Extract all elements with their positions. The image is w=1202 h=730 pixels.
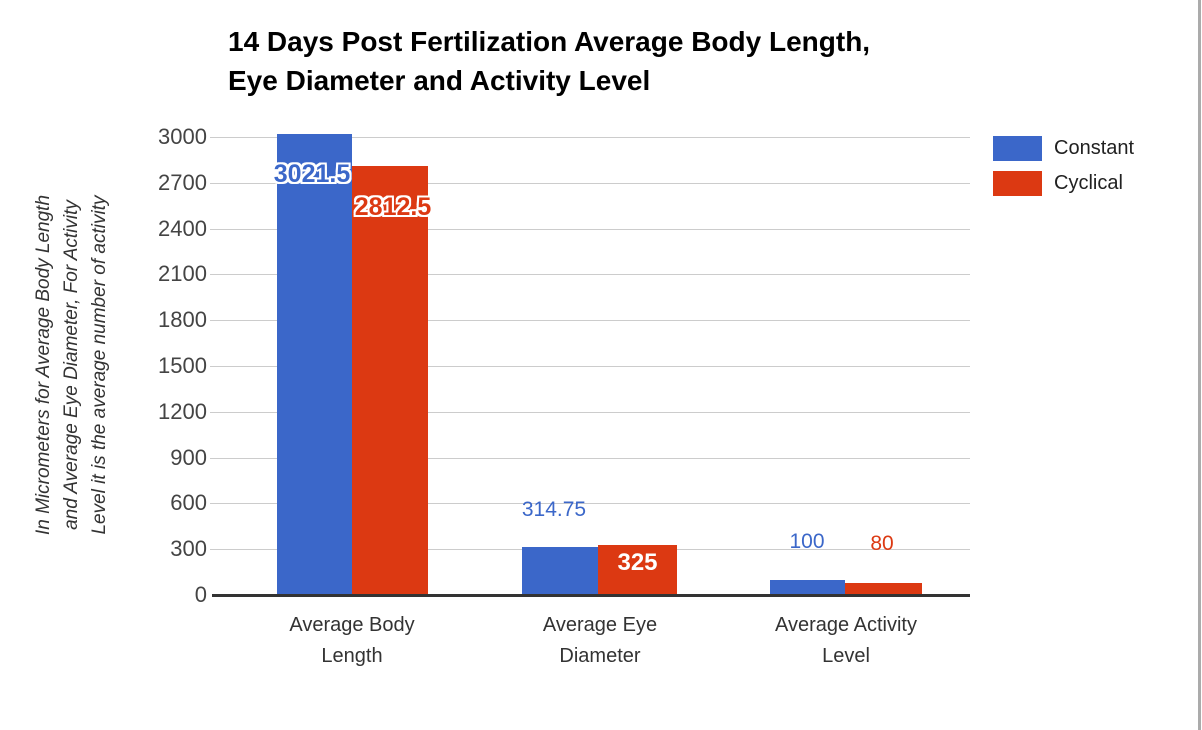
bar-constant-body-length bbox=[277, 134, 352, 594]
category-label-line: Length bbox=[321, 645, 383, 667]
y-tick-3000: 3000 bbox=[158, 124, 207, 149]
gridline bbox=[210, 458, 970, 459]
y-tick-1500: 1500 bbox=[158, 353, 207, 378]
data-label-cyclical-activity-level: 80 bbox=[870, 532, 894, 555]
gridline bbox=[210, 229, 970, 230]
legend-label-constant: Constant bbox=[1054, 137, 1135, 159]
legend-item-cyclical: Cyclical bbox=[993, 171, 1134, 196]
vertical-scrollbar[interactable] bbox=[1198, 0, 1201, 730]
bar-cyclical-eye-diameter bbox=[598, 545, 677, 594]
gridline bbox=[210, 366, 970, 367]
legend-swatch-cyclical bbox=[993, 171, 1042, 196]
y-tick-2400: 2400 bbox=[158, 216, 207, 241]
y-axis-title-line-1: In Micrometers for Average Body Length bbox=[33, 194, 54, 536]
gridline bbox=[210, 137, 970, 138]
chart-title: 14 Days Post Fertilization Average Body … bbox=[228, 22, 870, 100]
gridline bbox=[210, 320, 970, 321]
bar-constant-eye-diameter bbox=[522, 547, 598, 594]
category-label-line: Average Activity bbox=[775, 614, 917, 636]
data-label-constant-eye-diameter: 314.75 bbox=[521, 498, 587, 521]
category-label-line: Average Eye bbox=[542, 614, 658, 636]
bar-constant-activity-level bbox=[770, 580, 845, 594]
data-label-constant-body-length: 3021.5 bbox=[273, 160, 351, 188]
y-axis-title-line-2: and Average Eye Diameter, For Activity bbox=[61, 200, 82, 530]
y-tick-0: 0 bbox=[194, 582, 207, 607]
data-label-cyclical-eye-diameter: 325 bbox=[617, 549, 658, 576]
y-axis-title-line-3: Level it is the average number of activi… bbox=[89, 195, 110, 535]
legend-label-cyclical: Cyclical bbox=[1054, 172, 1123, 194]
gridline bbox=[210, 274, 970, 275]
chart-legend: Constant Cyclical bbox=[993, 136, 1134, 196]
y-tick-2700: 2700 bbox=[158, 170, 207, 195]
data-label-cyclical-body-length: 2812.5 bbox=[354, 193, 432, 221]
category-label-line: Average Body bbox=[289, 614, 415, 636]
y-axis-title: In Micrometers for Average Body Length a… bbox=[30, 115, 114, 615]
gridline bbox=[210, 503, 970, 504]
category-label-eye-diameter: Average Eye Diameter bbox=[480, 610, 720, 672]
y-tick-1800: 1800 bbox=[158, 307, 207, 332]
category-label-activity-level: Average Activity Level bbox=[726, 610, 966, 672]
bar-cyclical-body-length bbox=[352, 166, 428, 594]
gridline bbox=[210, 183, 970, 184]
y-tick-300: 300 bbox=[170, 536, 207, 561]
legend-item-constant: Constant bbox=[993, 136, 1134, 161]
category-label-line: Level bbox=[822, 645, 870, 667]
y-tick-1200: 1200 bbox=[158, 399, 207, 424]
legend-swatch-constant bbox=[993, 136, 1042, 161]
x-axis-line bbox=[212, 594, 970, 597]
bar-cyclical-activity-level bbox=[845, 583, 922, 594]
chart-title-line-1: 14 Days Post Fertilization Average Body … bbox=[228, 26, 871, 57]
y-tick-2100: 2100 bbox=[158, 261, 207, 286]
y-tick-600: 600 bbox=[170, 490, 207, 515]
category-label-body-length: Average Body Length bbox=[232, 610, 472, 672]
data-label-constant-activity-level: 100 bbox=[789, 530, 825, 553]
y-tick-900: 900 bbox=[170, 445, 207, 470]
chart-title-line-2: Eye Diameter and Activity Level bbox=[228, 65, 651, 96]
category-label-line: Diameter bbox=[559, 645, 641, 667]
gridline bbox=[210, 412, 970, 413]
